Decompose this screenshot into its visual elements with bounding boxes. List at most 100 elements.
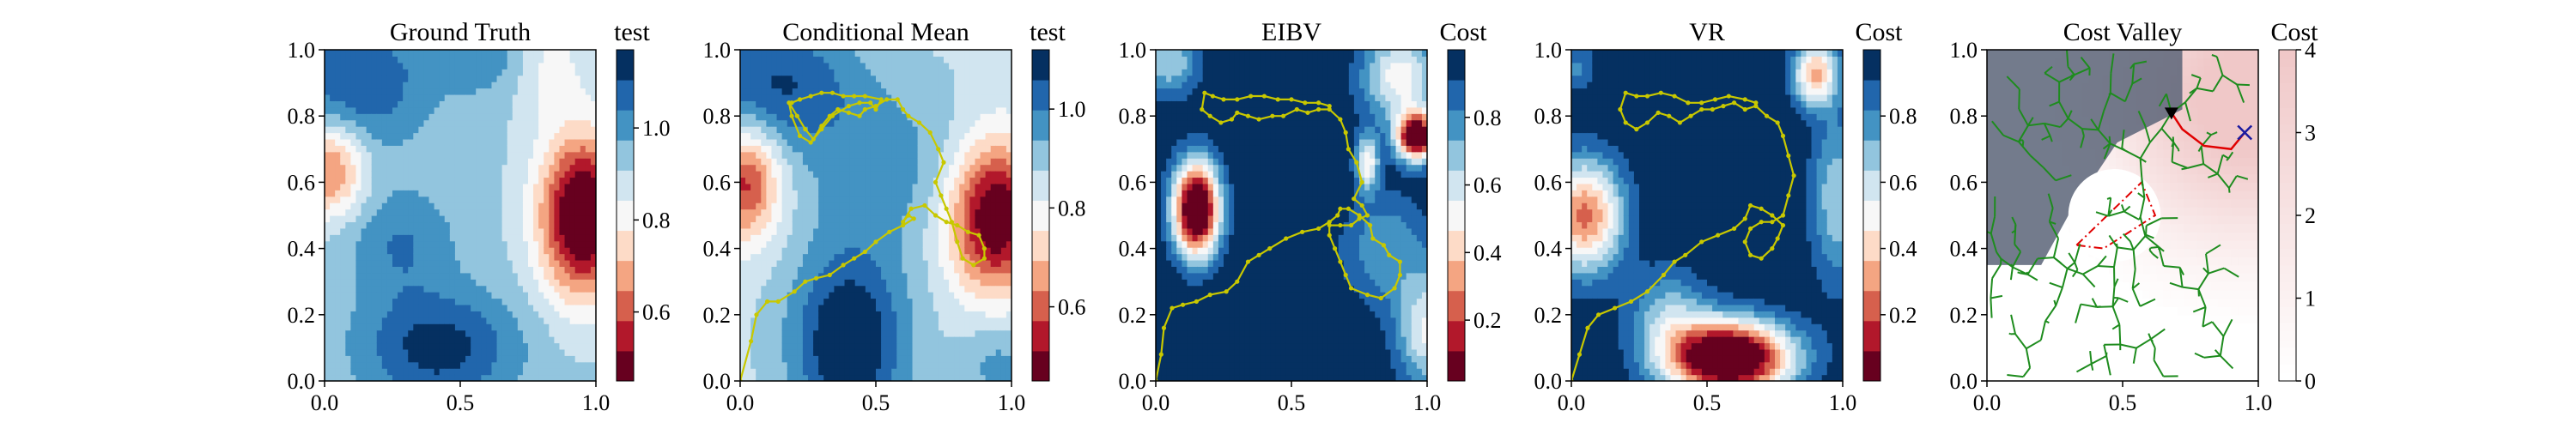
heatmap-cell [554,50,561,57]
heatmap-cell [881,292,887,299]
heatmap-cell [574,227,581,235]
heatmap-cell [376,272,383,280]
heatmap-cell [350,208,357,216]
heatmap-cell [465,272,471,280]
heatmap-cell [454,323,461,331]
heatmap-cell [465,145,471,153]
heatmap-cell [460,138,466,146]
heatmap-cell [345,164,351,172]
heatmap-cell [959,285,965,293]
heatmap-cell [491,100,498,108]
heatmap-cell [517,94,524,101]
heatmap-cell [428,292,435,299]
heatmap-cell [865,106,872,114]
heatmap-cell [870,208,877,216]
heatmap-cell [834,138,841,146]
heatmap-cell [922,145,929,153]
heatmap-cell [927,88,934,95]
heatmap-cell [902,240,908,248]
heatmap-cell [781,82,788,89]
heatmap-cell [896,183,902,190]
heatmap-cell [849,119,856,127]
heatmap-cell [496,215,503,223]
heatmap-cell [881,317,887,324]
heatmap-cell [876,227,882,235]
heatmap-cell [776,361,783,369]
heatmap-cell [460,298,466,305]
heatmap-cell [860,94,866,101]
heatmap-cell [891,190,897,197]
heatmap-cell [517,158,524,166]
heatmap-cell [756,145,762,153]
heatmap-cell [922,348,929,356]
heatmap-cell [471,82,477,89]
heatmap-cell [792,164,799,172]
heatmap-cell [756,227,762,235]
heatmap-cell [340,348,346,356]
heatmap-cell [886,368,892,376]
heatmap-cell [386,304,393,311]
heatmap-cell [886,75,892,82]
heatmap-cell [740,329,746,337]
heatmap-cell [896,247,902,255]
heatmap-cell [776,234,783,242]
heatmap-cell [829,158,835,166]
heatmap-cell [933,69,939,76]
heatmap-cell [507,361,513,369]
heatmap-cell [428,145,435,153]
heatmap-cell [403,279,409,287]
heatmap-cell [335,202,341,210]
heatmap-cell [907,361,914,369]
heatmap-cell [927,196,934,203]
heatmap-cell [533,266,539,274]
heatmap-cell [917,227,924,235]
heatmap-cell [522,253,529,261]
heatmap-cell [917,164,924,172]
heatmap-cell [829,215,835,223]
heatmap-cell [355,240,362,248]
heatmap-cell [865,171,872,178]
heatmap-cell [355,285,362,293]
heatmap-cell [829,126,835,134]
heatmap-cell [896,240,902,248]
heatmap-cell [345,266,351,274]
heatmap-cell [580,62,586,69]
heatmap-cell [517,227,524,235]
heatmap-cell [423,292,430,299]
heatmap-cell [771,138,778,146]
heatmap-cell [886,348,892,356]
heatmap-cell [517,151,524,159]
heatmap-cell [922,329,929,337]
heatmap-cell [371,240,378,248]
heatmap-cell [787,259,793,267]
heatmap-cell [849,190,856,197]
heatmap-cell [917,171,924,178]
heatmap-cell [569,177,576,184]
heatmap-cell [496,145,503,153]
heatmap-cell [434,368,440,376]
heatmap-cell [781,164,788,172]
heatmap-cell [834,126,841,134]
heatmap-cell [476,171,482,178]
heatmap-cell [491,355,498,363]
heatmap-cell [512,234,519,242]
heatmap-cell [325,75,331,82]
heatmap-cell [896,208,902,216]
heatmap-cell [797,164,804,172]
heatmap-cell [325,374,331,381]
heatmap-cell [366,196,373,203]
heatmap-cell [829,266,835,274]
heatmap-cell [750,100,756,108]
heatmap-cell [549,138,555,146]
heatmap-cell [486,298,493,305]
heatmap-cell [922,259,929,267]
heatmap-cell [854,240,861,248]
heatmap-cell [776,158,783,166]
heatmap-cell [912,196,919,203]
heatmap-cell [564,342,571,350]
heatmap-cell [886,132,892,140]
heatmap-cell [554,361,561,369]
heatmap-cell [891,304,897,311]
heatmap-cell [481,323,487,331]
